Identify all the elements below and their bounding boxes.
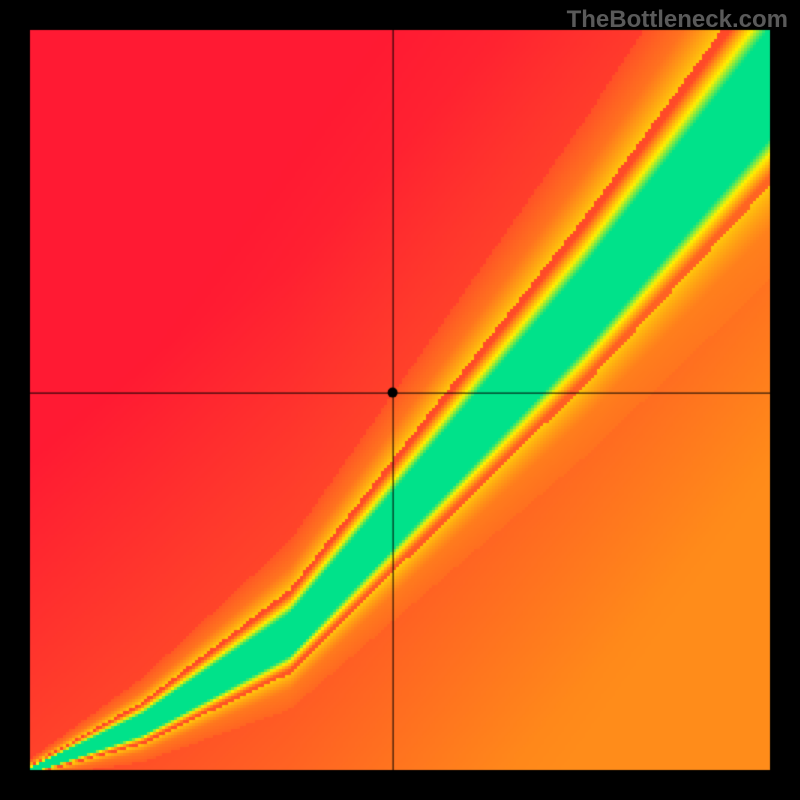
chart-container: TheBottleneck.com [0, 0, 800, 800]
watermark-text: TheBottleneck.com [567, 6, 788, 34]
heatmap-canvas [0, 0, 800, 800]
